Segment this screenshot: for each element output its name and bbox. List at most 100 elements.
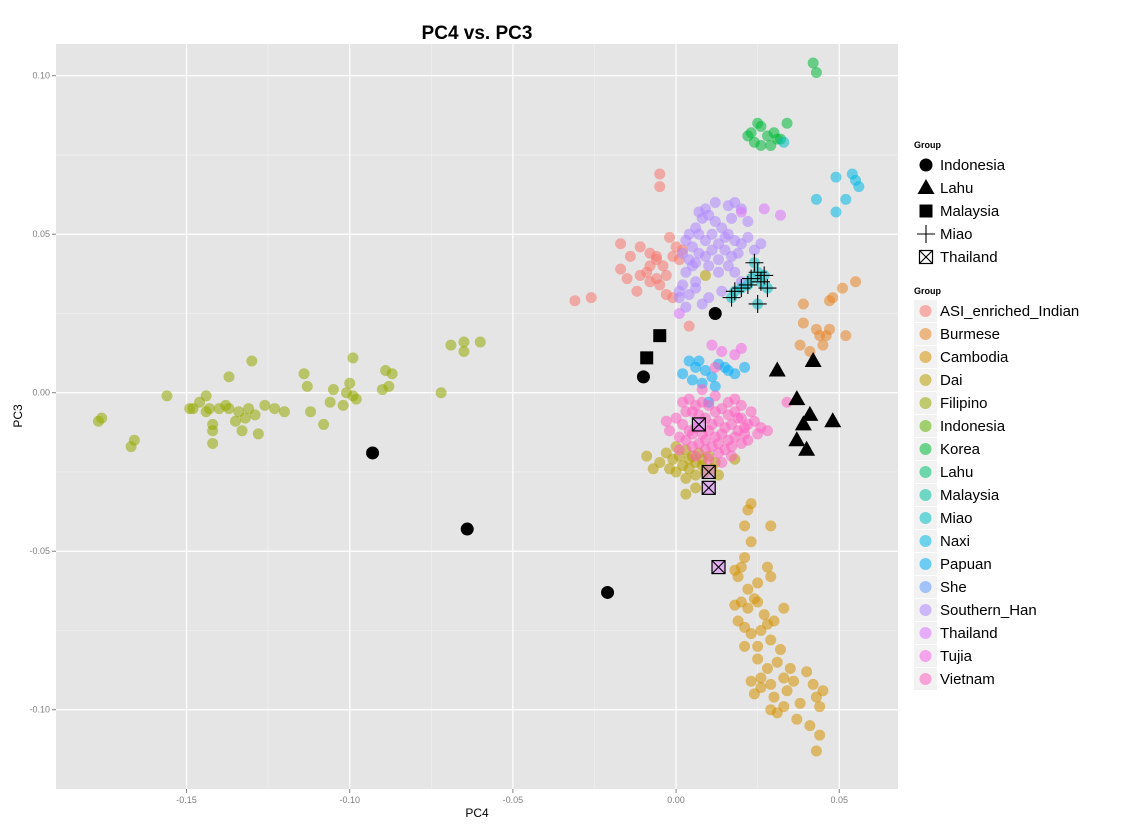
data-point [699, 269, 711, 281]
color-legend-key [919, 328, 932, 340]
data-point [830, 206, 842, 218]
data-point [699, 434, 711, 446]
data-point-marker [460, 522, 474, 536]
data-point-marker [804, 352, 822, 368]
color-legend-label: Korea [940, 441, 981, 458]
color-legend-item: Indonesia [914, 415, 1006, 437]
data-point [739, 520, 751, 532]
data-point [775, 644, 787, 656]
data-point [301, 380, 313, 392]
data-point [729, 564, 741, 576]
color-legend-item: ASI_enriched_Indian [914, 300, 1079, 322]
data-point [735, 206, 747, 218]
color-legend-label: Filipino [940, 395, 988, 412]
series-asi-enriched-indian [569, 168, 695, 332]
data-point [673, 285, 685, 297]
data-point [680, 235, 692, 247]
color-legend-item: Filipino [914, 392, 988, 414]
data-point [739, 640, 751, 652]
data-point [249, 409, 261, 421]
data-point-marker [366, 446, 380, 460]
data-point-marker [691, 417, 707, 432]
shape-legend-item: Indonesia [919, 157, 1006, 174]
data-point [324, 396, 336, 408]
color-legend-item: Burmese [914, 323, 1000, 345]
x-tick-label: -0.15 [176, 795, 197, 805]
color-legend-label: Vietnam [940, 671, 995, 688]
data-point [383, 380, 395, 392]
data-point [435, 387, 447, 399]
series-indonesia-shape [366, 306, 722, 599]
data-point [778, 672, 790, 684]
data-point [739, 552, 751, 564]
data-point [742, 583, 754, 595]
shape-legend-item: Miao [917, 225, 973, 243]
series-southern-han [673, 197, 767, 313]
data-point-marker [745, 253, 764, 272]
data-point [778, 136, 790, 148]
data-point [722, 396, 734, 408]
data-point [703, 292, 715, 304]
data-point [344, 377, 356, 389]
data-point [673, 431, 685, 443]
shape-legend-label: Thailand [940, 249, 998, 266]
series-thailand [673, 203, 787, 319]
data-point [259, 399, 271, 411]
color-legend-key [919, 397, 932, 409]
shape-legend-item: Thailand [918, 249, 998, 266]
data-point [745, 536, 757, 548]
data-point [735, 342, 747, 354]
data-point [445, 339, 457, 351]
data-point [716, 285, 728, 297]
data-point [755, 672, 767, 684]
color-legend-label: Malaysia [940, 487, 1000, 504]
color-legend-key [919, 673, 932, 685]
color-legend-label: Lahu [940, 464, 973, 481]
data-point [742, 602, 754, 614]
data-point [683, 320, 695, 332]
data-point [713, 254, 725, 266]
data-point-marker [824, 412, 842, 428]
data-point [797, 298, 809, 310]
data-point [693, 206, 705, 218]
data-point [752, 428, 764, 440]
color-legend-item: Vietnam [914, 668, 995, 690]
x-tick-label: 0.05 [830, 795, 848, 805]
data-point [128, 434, 140, 446]
data-point [686, 374, 698, 386]
data-point [680, 266, 692, 278]
data-point-marker [801, 405, 819, 421]
chart-title: PC4 vs. PC3 [422, 23, 533, 44]
series-tujia [706, 339, 747, 361]
color-legend-label: Tujia [940, 648, 973, 665]
data-point [585, 292, 597, 304]
data-point [810, 745, 822, 757]
data-point [814, 729, 826, 741]
series-naxi [810, 168, 865, 218]
data-point [680, 472, 692, 484]
shape-legend-key [919, 204, 933, 218]
data-point [709, 361, 721, 373]
data-point [615, 238, 627, 250]
data-point [96, 412, 108, 424]
data-point [654, 456, 666, 468]
color-legend-key [919, 420, 932, 432]
data-point [207, 437, 219, 449]
color-legend-key [919, 305, 932, 317]
data-point [745, 127, 757, 139]
data-point [788, 675, 800, 687]
data-point [745, 498, 757, 510]
data-point [742, 231, 754, 243]
data-point [677, 368, 689, 380]
color-legend-key [919, 604, 932, 616]
series-cambodia [729, 498, 829, 757]
color-legend-item: Papuan [914, 553, 992, 575]
data-point [654, 279, 666, 291]
data-point [758, 203, 770, 215]
color-legend-key [919, 351, 932, 363]
data-point [693, 228, 705, 240]
data-point [729, 368, 741, 380]
data-points [92, 57, 865, 757]
data-point [673, 307, 685, 319]
series-burmese [794, 276, 862, 358]
